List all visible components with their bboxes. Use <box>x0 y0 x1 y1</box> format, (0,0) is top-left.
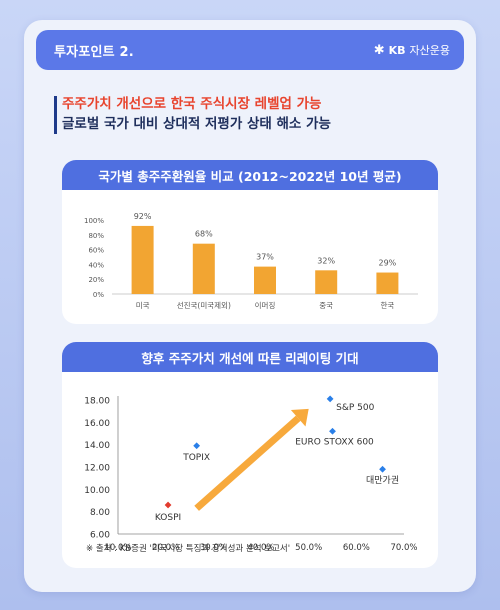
x-tick-label: 이머징 <box>255 300 276 310</box>
y-tick-label: 20% <box>88 276 104 284</box>
bar-value-label: 68% <box>195 230 213 239</box>
brand-name: 자산운용 <box>409 44 450 57</box>
x-tick-label: 60.0% <box>343 543 370 553</box>
x-tick-label: 20.0% <box>152 543 179 553</box>
x-tick-label: 70.0% <box>390 543 417 553</box>
source-note: ※ 출처 : KB증권 '미국시장 특징과 장기성과 분석 보고서' <box>86 544 291 554</box>
bar-2 <box>254 266 276 294</box>
rerating-arrow-shaft <box>194 415 301 511</box>
bar-value-label: 32% <box>317 256 335 265</box>
point-label: EURO STOXX 600 <box>295 437 374 447</box>
headline-primary: 주주가치 개선으로 한국 주식시장 레벨업 가능 <box>62 96 322 112</box>
x-tick-label: 10.0% <box>104 543 131 553</box>
x-tick-label: 한국 <box>380 301 394 310</box>
point-label: TOPIX <box>182 453 210 463</box>
y-tick-label: 60% <box>88 247 104 255</box>
y-tick-label: 18.00 <box>84 397 110 407</box>
bar-value-label: 29% <box>379 259 397 268</box>
bar-value-label: 92% <box>134 212 152 221</box>
y-tick-label: 12.00 <box>84 464 110 474</box>
scatter-point-3 <box>193 442 201 450</box>
bar-chart-title: 국가별 총주주환원율 비교 (2012~2022년 10년 평균) <box>62 160 438 190</box>
brand-kb: KB <box>388 43 406 57</box>
x-tick-label: 30.0% <box>200 543 227 553</box>
headline-secondary: 글로벌 국가 대비 상대적 저평가 상태 해소 가능 <box>62 116 331 132</box>
bar-1 <box>192 243 215 294</box>
bar-value-label: 37% <box>256 253 274 262</box>
point-label: 대만가권 <box>366 474 399 486</box>
y-tick-label: 100% <box>84 217 104 225</box>
page-title: 투자포인트 2. <box>54 44 134 60</box>
scatter-point-0 <box>326 395 334 403</box>
y-tick-label: 16.00 <box>84 419 110 429</box>
headline-block: 주주가치 개선으로 한국 주식시장 레벨업 가능 글로벌 국가 대비 상대적 저… <box>54 94 462 134</box>
y-tick-label: 6.00 <box>90 531 110 541</box>
bar-4 <box>376 272 399 294</box>
scatter-chart-title: 향후 주주가치 개선에 따른 리레이팅 기대 <box>62 342 438 372</box>
y-tick-label: 40% <box>88 261 104 269</box>
x-tick-label: 선진국(미국제외) <box>177 300 231 310</box>
y-tick-label: 0% <box>93 291 104 299</box>
y-tick-label: 8.00 <box>90 508 110 518</box>
bar-0 <box>131 225 154 294</box>
y-tick-label: 10.00 <box>84 486 110 496</box>
header-bar: 투자포인트 2. ✱ KB 자산운용 <box>36 30 464 70</box>
headline-accent-bar <box>54 96 57 134</box>
bar-chart-panel: 국가별 총주주환원율 비교 (2012~2022년 10년 평균) 0% 20% 4… <box>62 160 438 324</box>
scatter-point-2 <box>379 465 386 473</box>
point-label: KOSPI <box>155 513 181 523</box>
scatter-point-1 <box>329 427 336 435</box>
scatter-chart-panel: 향후 주주가치 개선에 따른 리레이팅 기대 6.00 8.00 10.00 12.0… <box>62 342 438 568</box>
scatter-chart: 6.00 8.00 10.00 12.00 14.00 16.00 18.00 10.0% 20… <box>84 395 418 553</box>
brand-logo: ✱ KB 자산운용 <box>374 42 450 58</box>
kb-star-icon: ✱ <box>373 42 385 58</box>
x-tick-label: 미국 <box>136 301 150 310</box>
x-tick-label: 50.0% <box>295 543 322 553</box>
x-tick-label: 40.0% <box>247 543 274 553</box>
scatter-point-4 <box>164 501 172 509</box>
bar-3 <box>315 270 338 294</box>
y-tick-label: 80% <box>88 232 104 240</box>
x-tick-label: 중국 <box>319 301 333 310</box>
rerating-arrow-head <box>290 408 309 427</box>
bar-chart: 0% 20% 40% 60% 80% 100% 92% 미국 68% 선진국(미국제외) 37% 이머… <box>84 212 418 310</box>
point-label: S&P 500 <box>336 403 374 413</box>
y-tick-label: 14.00 <box>84 441 110 451</box>
